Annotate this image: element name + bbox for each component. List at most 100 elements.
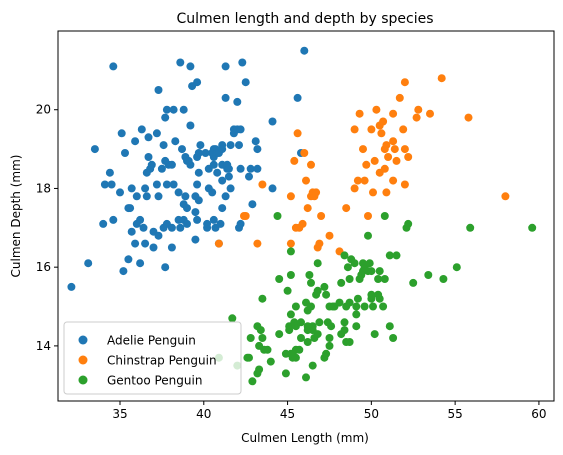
x-tick-label: 50: [364, 407, 379, 421]
point-chinstrap-penguin-60: [426, 109, 434, 118]
point-gentoo-penguin-118: [528, 223, 537, 232]
point-gentoo-penguin-73: [340, 251, 349, 260]
point-adelie-penguin-33: [147, 160, 156, 169]
point-gentoo-penguin-94: [365, 259, 374, 268]
point-adelie-penguin-131: [248, 200, 257, 209]
point-adelie-penguin-139: [300, 46, 309, 55]
point-adelie-penguin-15: [126, 204, 135, 213]
point-adelie-penguin-37: [152, 129, 161, 138]
point-chinstrap-penguin-2: [241, 212, 250, 220]
point-chinstrap-penguin-26: [350, 184, 359, 193]
point-adelie-penguin-73: [186, 62, 195, 71]
point-adelie-penguin-31: [144, 133, 153, 142]
point-gentoo-penguin-27: [286, 271, 295, 279]
point-gentoo-penguin-9: [255, 365, 264, 374]
point-adelie-penguin-25: [139, 223, 148, 232]
point-gentoo-penguin-1: [228, 314, 237, 323]
point-gentoo-penguin-103: [375, 267, 384, 276]
legend-marker-gentoo-penguin: [78, 375, 88, 385]
legend-label: Adelie Penguin: [107, 334, 196, 348]
point-chinstrap-penguin-37: [372, 105, 381, 114]
point-chinstrap-penguin-56: [400, 78, 409, 87]
point-adelie-penguin-27: [141, 184, 150, 193]
y-tick-label: 14: [36, 339, 51, 353]
point-adelie-penguin-105: [218, 176, 227, 185]
point-adelie-penguin-9: [116, 188, 124, 197]
legend: Adelie Penguin Chinstrap Penguin Gentoo Pe…: [63, 321, 242, 395]
point-adelie-penguin-93: [209, 215, 218, 224]
point-chinstrap-penguin-52: [395, 93, 404, 102]
y-axis: 14 16 18 20: [36, 103, 58, 353]
point-adelie-penguin-121: [233, 97, 242, 106]
point-adelie-penguin-11: [119, 267, 128, 276]
point-adelie-penguin-67: [183, 219, 191, 228]
x-axis-label: Culmen Length (mm): [241, 431, 369, 445]
point-adelie-penguin-84: [194, 149, 203, 157]
point-gentoo-penguin-16: [266, 357, 275, 366]
point-adelie-penguin-41: [157, 164, 166, 173]
points-layer: [67, 46, 537, 386]
point-chinstrap-penguin-36: [370, 156, 379, 165]
point-gentoo-penguin-6: [248, 377, 257, 386]
point-gentoo-penguin-55: [313, 259, 322, 268]
point-adelie-penguin-23: [136, 215, 145, 224]
point-adelie-penguin-78: [193, 215, 202, 224]
point-adelie-penguin-4: [100, 180, 109, 189]
point-gentoo-penguin-47: [307, 278, 315, 287]
y-tick-label: 18: [36, 181, 51, 195]
point-adelie-penguin-61: [178, 145, 186, 154]
point-adelie-penguin-26: [141, 239, 150, 248]
point-adelie-penguin-71: [186, 160, 195, 169]
point-adelie-penguin-57: [174, 188, 183, 197]
point-chinstrap-penguin-54: [400, 180, 409, 189]
point-chinstrap-penguin-29: [355, 109, 364, 118]
point-gentoo-penguin-113: [409, 278, 418, 287]
point-gentoo-penguin-63: [325, 334, 334, 342]
point-chinstrap-penguin-50: [390, 145, 399, 154]
point-chinstrap-penguin-33: [364, 212, 372, 220]
point-chinstrap-penguin-21: [315, 239, 324, 248]
point-adelie-penguin-111: [221, 62, 230, 71]
point-chinstrap-penguin-40: [377, 129, 386, 138]
point-adelie-penguin-127: [238, 58, 247, 67]
point-gentoo-penguin-116: [452, 263, 461, 272]
point-chinstrap-penguin-31: [360, 176, 369, 185]
point-adelie-penguin-12: [121, 149, 129, 157]
point-chinstrap-penguin-6: [286, 192, 295, 201]
point-chinstrap-penguin-12: [300, 149, 309, 157]
point-gentoo-penguin-15: [263, 345, 272, 354]
point-adelie-penguin-40: [154, 86, 163, 94]
legend-label: Chinstrap Penguin: [107, 354, 217, 368]
x-tick-label: 35: [112, 407, 127, 421]
x-tick-label: 40: [196, 407, 211, 421]
point-chinstrap-penguin-44: [382, 188, 391, 197]
y-tick-label: 20: [36, 103, 51, 117]
point-adelie-penguin-5: [105, 168, 114, 177]
point-chinstrap-penguin-14: [303, 204, 312, 213]
point-chinstrap-penguin-7: [290, 156, 299, 165]
point-gentoo-penguin-4: [245, 353, 253, 362]
point-adelie-penguin-124: [236, 219, 245, 228]
point-chinstrap-penguin-3: [253, 239, 262, 248]
point-chinstrap-penguin-53: [399, 125, 408, 134]
point-adelie-penguin-8: [109, 62, 118, 71]
x-tick-label: 45: [280, 407, 295, 421]
point-adelie-penguin-2: [90, 145, 99, 154]
point-adelie-penguin-0: [67, 282, 76, 291]
point-gentoo-penguin-93: [364, 231, 372, 240]
point-gentoo-penguin-81: [350, 259, 359, 268]
point-chinstrap-penguin-41: [379, 117, 388, 126]
point-gentoo-penguin-70: [337, 278, 346, 287]
point-adelie-penguin-75: [191, 235, 200, 244]
point-adelie-penguin-132: [251, 137, 260, 146]
chart-title: Culmen length and depth by species: [176, 11, 433, 27]
point-chinstrap-penguin-42: [380, 164, 389, 173]
point-adelie-penguin-22: [136, 259, 145, 268]
point-adelie-penguin-83: [194, 168, 203, 177]
point-gentoo-penguin-104: [379, 302, 388, 311]
point-chinstrap-penguin-9: [293, 129, 302, 138]
point-chinstrap-penguin-57: [404, 153, 413, 161]
point-adelie-penguin-115: [224, 164, 233, 173]
point-adelie-penguin-103: [216, 219, 225, 228]
